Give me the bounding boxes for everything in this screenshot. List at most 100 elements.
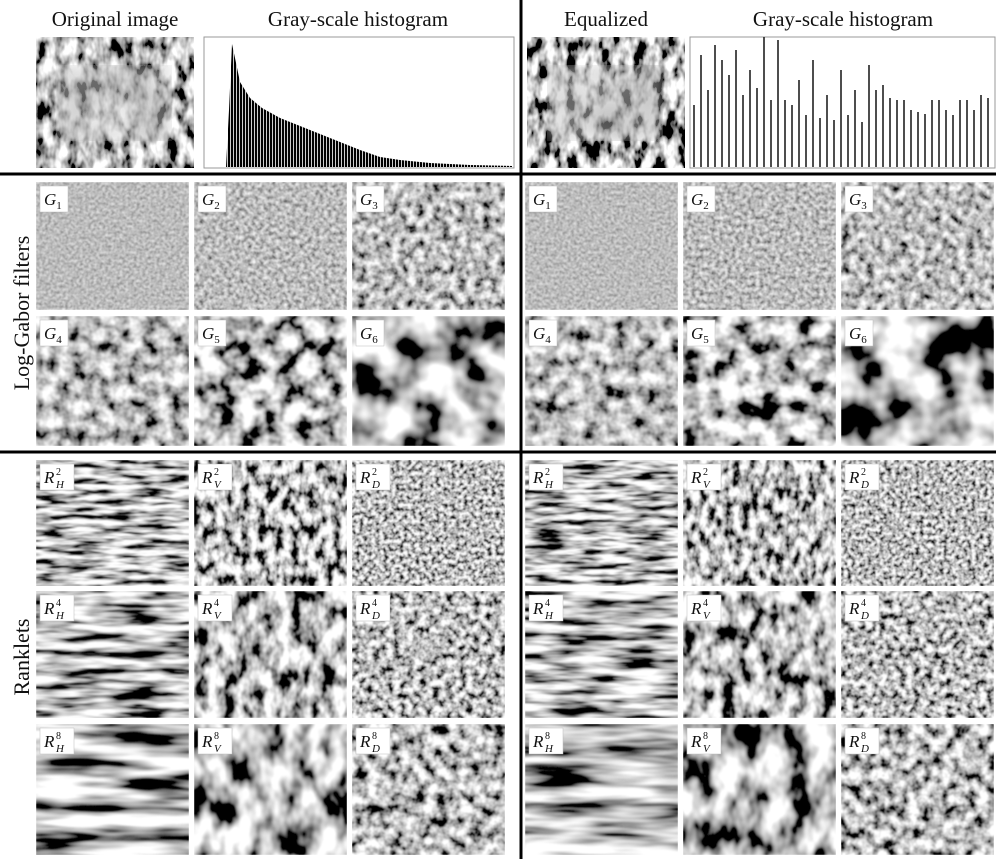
symbol: R	[848, 468, 860, 487]
tile-label: R8V	[687, 728, 721, 755]
symbol: R	[201, 599, 213, 618]
symbol: R	[359, 599, 371, 618]
superscript: 4	[372, 598, 377, 609]
tile-label: G1	[529, 186, 557, 212]
symbol: R	[690, 732, 702, 751]
source-image	[36, 37, 194, 168]
superscript: 8	[214, 731, 219, 742]
tile-label: G1	[40, 186, 68, 212]
superscript: 4	[56, 598, 61, 609]
histogram-original	[204, 37, 514, 168]
subscript: H	[55, 610, 65, 622]
tile-label: R8V	[198, 728, 232, 755]
superscript: 8	[56, 731, 61, 742]
symbol: G	[44, 190, 56, 209]
superscript: 8	[861, 731, 866, 742]
side-label: Ranklets	[9, 619, 34, 696]
subscript: H	[544, 479, 554, 491]
superscript: 2	[703, 467, 708, 478]
symbol: R	[848, 599, 860, 618]
superscript: 2	[861, 467, 866, 478]
tile-label: R2H	[40, 464, 74, 491]
source-image	[527, 37, 685, 168]
symbol: R	[201, 732, 213, 751]
subscript: 5	[703, 334, 709, 346]
symbol: G	[533, 324, 545, 343]
tile-label: G5	[198, 320, 226, 346]
symbol: R	[532, 468, 544, 487]
symbol: R	[690, 468, 702, 487]
header: Original image	[52, 7, 179, 31]
symbol: G	[691, 324, 703, 343]
figure: Original image Gray-scale histogram Equa…	[0, 0, 996, 859]
header: Equalized	[564, 7, 648, 31]
superscript: 8	[372, 731, 377, 742]
symbol: R	[848, 732, 860, 751]
subscript: H	[544, 610, 554, 622]
tile-label: G6	[845, 320, 873, 346]
subscript: 6	[372, 334, 378, 346]
symbol: G	[849, 324, 861, 343]
symbol: G	[849, 190, 861, 209]
tile-label: G2	[198, 186, 226, 212]
symbol: R	[532, 732, 544, 751]
subscript: H	[55, 479, 65, 491]
symbol: G	[44, 324, 56, 343]
superscript: 2	[372, 467, 377, 478]
superscript: 4	[861, 598, 866, 609]
subscript: H	[55, 743, 65, 755]
superscript: 8	[703, 731, 708, 742]
tile-label: G2	[687, 186, 715, 212]
tile-label: R8H	[529, 728, 563, 755]
symbol: G	[202, 324, 214, 343]
superscript: 4	[545, 598, 550, 609]
symbol: G	[202, 190, 214, 209]
tile-label: G5	[687, 320, 715, 346]
symbol: R	[43, 732, 55, 751]
tile-label: R2H	[529, 464, 563, 491]
tile-label: R8D	[845, 728, 879, 755]
subscript: 4	[56, 334, 62, 346]
symbol: R	[690, 599, 702, 618]
header: Gray-scale histogram	[268, 7, 448, 31]
subscript: H	[544, 743, 554, 755]
subscript: D	[371, 479, 380, 491]
side-label: Log-Gabor filters	[9, 236, 34, 391]
subscript: D	[371, 610, 380, 622]
superscript: 2	[56, 467, 61, 478]
symbol: R	[43, 468, 55, 487]
superscript: 2	[545, 467, 550, 478]
symbol: G	[691, 190, 703, 209]
symbol: G	[360, 190, 372, 209]
subscript: 2	[214, 200, 220, 212]
tile-label: R4D	[845, 595, 879, 622]
subscript: 5	[214, 334, 220, 346]
superscript: 4	[703, 598, 708, 609]
symbol: G	[360, 324, 372, 343]
symbol: G	[533, 190, 545, 209]
tile-label: G3	[356, 186, 384, 212]
subscript: 1	[545, 200, 551, 212]
symbol: R	[43, 599, 55, 618]
tile-label: G6	[356, 320, 384, 346]
subscript: 6	[861, 334, 867, 346]
superscript: 8	[545, 731, 550, 742]
symbol: R	[532, 599, 544, 618]
tile-label: R4V	[687, 595, 721, 622]
subscript: D	[860, 743, 869, 755]
header: Gray-scale histogram	[753, 7, 933, 31]
subscript: D	[860, 610, 869, 622]
subscript: 2	[703, 200, 709, 212]
symbol: R	[359, 468, 371, 487]
superscript: 4	[214, 598, 219, 609]
subscript: 3	[372, 200, 378, 212]
